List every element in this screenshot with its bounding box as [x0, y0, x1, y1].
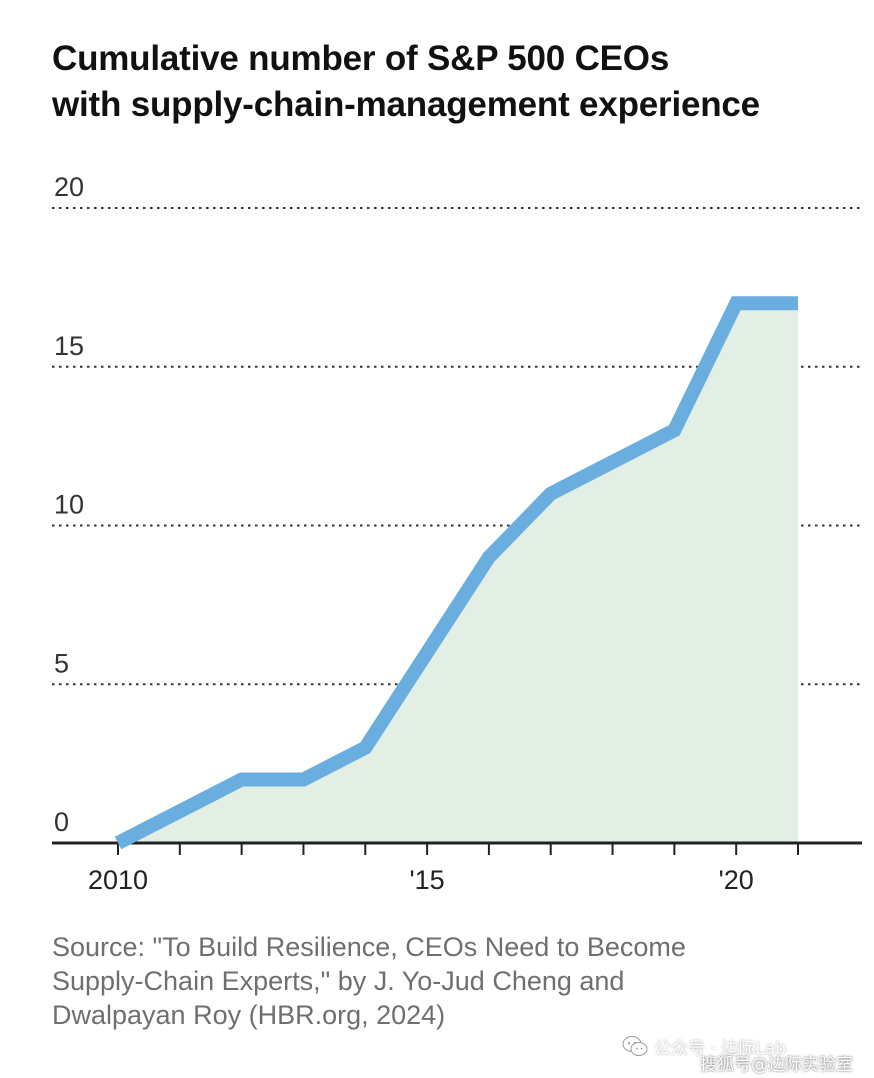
wechat-icon — [622, 1035, 648, 1057]
source-line-3: Dwalpayan Roy (HBR.org, 2024) — [52, 998, 832, 1032]
y-tick-label-10: 10 — [54, 490, 84, 520]
watermark-secondary: 搜狐号@边际实验室 — [700, 1046, 853, 1078]
y-tick-label-20: 20 — [54, 172, 84, 202]
source-line-2: Supply-Chain Experts," by J. Yo-Jud Chen… — [52, 964, 832, 998]
x-tick-label-2015: '15 — [409, 865, 444, 895]
source-line-1: Source: "To Build Resilience, CEOs Need … — [52, 930, 832, 964]
source-note: Source: "To Build Resilience, CEOs Need … — [52, 930, 832, 1032]
y-tick-label-5: 5 — [54, 648, 69, 678]
x-axis — [52, 843, 862, 855]
y-tick-label-15: 15 — [54, 331, 84, 361]
y-tick-label-0: 0 — [54, 807, 69, 837]
x-tick-label-2020: '20 — [719, 865, 754, 895]
watermark-text-2: 搜狐号@边际实验室 — [700, 1050, 853, 1075]
x-tick-label-2010: 2010 — [88, 865, 148, 895]
